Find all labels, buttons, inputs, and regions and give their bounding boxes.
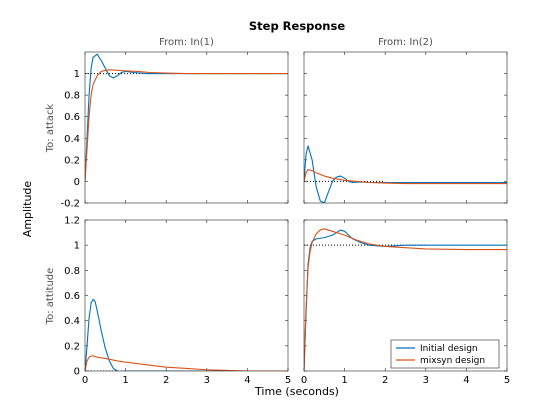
y-tick-label: 1 bbox=[74, 241, 80, 252]
y-tick-label: 0.6 bbox=[64, 112, 80, 123]
axes-frame bbox=[84, 51, 289, 204]
axes-frame bbox=[303, 219, 508, 372]
x-tick-label: 5 bbox=[504, 375, 510, 386]
y-tick-label: 0.2 bbox=[64, 155, 80, 166]
y-tick-label: 0.6 bbox=[64, 291, 80, 302]
series-line-mixsyn-design bbox=[85, 69, 288, 182]
x-tick-label: 1 bbox=[122, 375, 128, 386]
axes-frame bbox=[303, 51, 508, 204]
row-title-attack: To: attack bbox=[45, 104, 56, 154]
series-line-mixsyn-design bbox=[85, 355, 288, 371]
y-tick-label: 0.4 bbox=[64, 134, 80, 145]
legend-entry-label: Initial design bbox=[420, 344, 478, 354]
panel-r0c0: -0.2 0 0.2 0.4 0.6 0.8 1 bbox=[60, 51, 289, 210]
x-tick-label: 0 bbox=[301, 375, 307, 386]
x-tick-label: 1 bbox=[341, 375, 347, 386]
x-tick-label: 3 bbox=[204, 375, 210, 386]
x-axis-label: Time (seconds) bbox=[254, 385, 339, 398]
series-line-mixsyn-design bbox=[304, 169, 507, 185]
axes-frame bbox=[84, 219, 289, 372]
y-tick-label: 0 bbox=[74, 177, 80, 188]
y-tick-label: 0.8 bbox=[64, 266, 80, 277]
y-tick-label: 0.8 bbox=[64, 91, 80, 102]
panel-r1c0: 0 1 2 3 4 5 0 0.2 0.4 0.6 0.8 1 1.2 bbox=[64, 216, 291, 387]
legend: Initial design mixsyn design bbox=[390, 339, 500, 369]
chart-panels: -0.200.20.40.60.810 1 2 3 4 500.20.40.60.811.… bbox=[60, 51, 510, 387]
column-title-in1: From: In(1) bbox=[159, 37, 214, 48]
plot-area bbox=[304, 52, 507, 203]
chart-title: Step Response bbox=[249, 19, 345, 33]
y-tick-label: 0.2 bbox=[64, 341, 80, 352]
y-axis-label: Amplitude bbox=[21, 181, 34, 238]
y-tick-label: -0.2 bbox=[60, 199, 80, 210]
x-tick-label: 2 bbox=[163, 375, 169, 386]
series-line-initial-design bbox=[85, 53, 288, 182]
legend-box bbox=[390, 339, 500, 369]
y-tick-label: 1 bbox=[74, 69, 80, 80]
x-tick-label: 2 bbox=[382, 375, 388, 386]
series-line-initial-design bbox=[85, 298, 288, 371]
row-title-attitude: To: attitude bbox=[45, 268, 56, 326]
series-line-mixsyn-design bbox=[304, 228, 507, 371]
x-tick-label: 4 bbox=[244, 375, 250, 386]
plot-area bbox=[85, 220, 288, 371]
x-tick-label: 0 bbox=[82, 375, 88, 386]
column-title-in2: From: In(2) bbox=[378, 37, 433, 48]
y-tick-label: 0 bbox=[74, 367, 80, 378]
y-tick-label: 0.4 bbox=[64, 316, 80, 327]
x-tick-label: 4 bbox=[463, 375, 469, 386]
y-tick-label: 1.2 bbox=[64, 216, 80, 227]
panel-r0c1 bbox=[303, 51, 508, 204]
x-tick-label: 5 bbox=[285, 375, 291, 386]
x-tick-label: 3 bbox=[423, 375, 429, 386]
legend-entry-label: mixsyn design bbox=[420, 356, 485, 366]
plot-area bbox=[85, 52, 288, 203]
